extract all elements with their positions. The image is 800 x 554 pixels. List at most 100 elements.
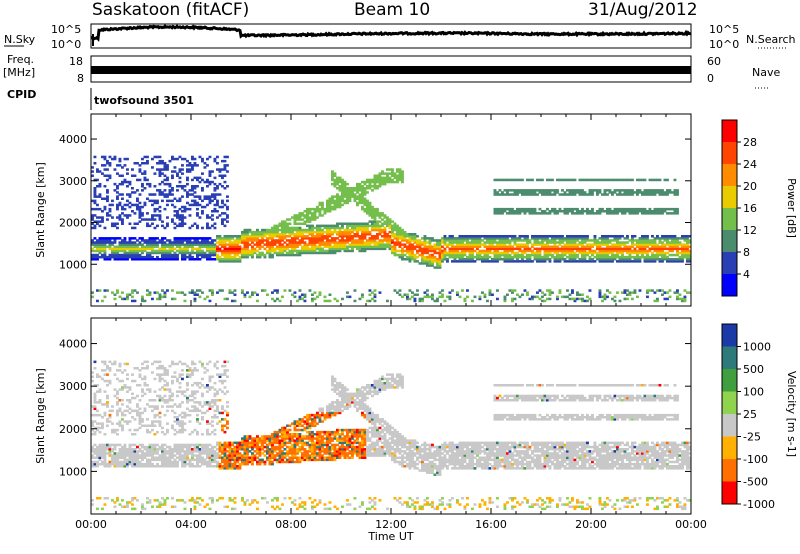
power-cell: [121, 174, 124, 177]
power-cell: [106, 245, 109, 248]
power-cell: [226, 249, 229, 253]
power-cell: [96, 168, 99, 171]
power-cell: [206, 157, 209, 161]
velocity-cell: [168, 452, 172, 455]
power-cell: [153, 243, 157, 246]
power-cell: [653, 178, 657, 182]
power-cell: [298, 251, 302, 255]
power-cell: [313, 245, 317, 248]
power-cell: [681, 249, 684, 253]
power-cell: [681, 253, 684, 257]
velocity-cell: [153, 377, 157, 381]
power-cell: [378, 291, 382, 294]
power-cell: [441, 237, 444, 240]
power-cell: [653, 241, 657, 244]
power-cell: [353, 235, 357, 238]
power-cell: [256, 243, 259, 246]
power-cell: [153, 207, 157, 211]
power-cell: [608, 191, 612, 194]
velocity-cell: [136, 462, 139, 466]
velocity-cell: [151, 428, 154, 432]
power-cell: [666, 191, 669, 194]
power-cell: [111, 243, 114, 246]
power-cell: [558, 237, 562, 240]
power-cell: [231, 299, 234, 303]
velocity-cell: [113, 460, 117, 464]
velocity-cell: [126, 399, 129, 402]
power-cell: [353, 289, 357, 292]
power-cell: [426, 237, 429, 240]
power-cell: [493, 241, 497, 244]
power-cell: [128, 241, 132, 244]
power-cell: [391, 228, 394, 232]
power-cell: [141, 182, 144, 186]
velocity-cell: [96, 426, 99, 430]
power-cell: [551, 245, 554, 248]
power-cell: [221, 159, 224, 163]
power-cell: [503, 235, 507, 238]
power-cell: [346, 187, 349, 190]
power-cell: [668, 253, 672, 257]
power-cell: [271, 255, 274, 259]
velocity-cell: [103, 369, 107, 372]
power-cell: [108, 174, 112, 177]
power-cell: [113, 293, 117, 296]
power-cell: [231, 255, 234, 259]
power-cell: [308, 226, 312, 230]
power-cell: [658, 253, 662, 257]
power-cell: [178, 185, 182, 188]
power-cell: [281, 239, 284, 242]
power-cell: [211, 170, 214, 173]
power-cell: [563, 210, 567, 213]
power-cell: [528, 253, 532, 257]
power-cell: [223, 260, 227, 263]
power-cell: [103, 164, 107, 167]
power-cell: [593, 251, 597, 255]
power-cell: [548, 178, 552, 182]
power-cell: [558, 235, 562, 238]
power-cell: [656, 235, 659, 238]
power-cell: [563, 258, 567, 261]
power-cell: [658, 212, 662, 215]
power-cell: [473, 295, 477, 299]
power-cell: [223, 253, 227, 257]
power-cell: [536, 239, 539, 242]
power-cell: [368, 245, 372, 248]
power-cell: [226, 243, 229, 246]
power-cell: [591, 191, 594, 194]
power-cell: [206, 247, 209, 251]
velocity-cell: [146, 462, 149, 466]
power-cell: [306, 245, 309, 248]
power-cell: [543, 253, 547, 257]
power-cell: [226, 216, 229, 219]
power-cell: [223, 239, 227, 242]
velocity-cell: [148, 450, 152, 453]
power-cell: [676, 245, 679, 248]
power-cell: [131, 241, 134, 244]
power-cell: [568, 189, 572, 192]
power-cell: [521, 207, 524, 211]
power-cell: [526, 207, 529, 211]
power-cell: [553, 210, 557, 213]
power-cell: [123, 164, 127, 167]
power-cell: [638, 255, 642, 259]
power-cell: [573, 207, 577, 211]
power-cell: [596, 189, 599, 192]
power-cell: [118, 218, 122, 221]
power-cell: [311, 216, 314, 219]
velocity-cell: [123, 465, 127, 468]
power-cell: [656, 255, 659, 259]
power-cell: [141, 162, 144, 165]
power-cell: [356, 195, 359, 198]
power-cell: [228, 239, 232, 242]
power-cell: [221, 241, 224, 244]
power-cell: [646, 253, 649, 257]
power-cell: [236, 237, 239, 240]
power-cell: [136, 207, 139, 211]
power-cell: [431, 264, 434, 267]
power-cell: [598, 289, 602, 292]
power-cell: [351, 235, 354, 238]
power-cell: [571, 210, 574, 213]
power-cell: [266, 245, 269, 248]
velocity-cell: [111, 422, 114, 425]
